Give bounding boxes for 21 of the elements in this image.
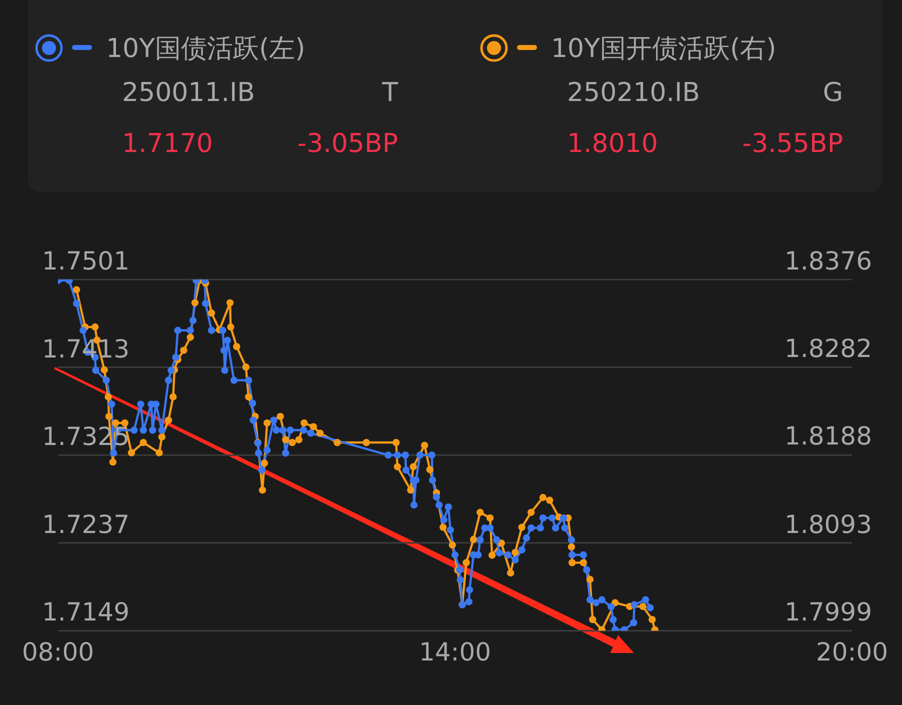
text: 250210.IB [567,78,700,110]
y-tick-label: 1.7237 [42,510,130,539]
legend-label: 10Y国开债活跃(右) [551,32,776,66]
y2-tick-label: 1.8188 [784,422,872,451]
x-tick-label: 14:00 [418,638,492,667]
text: G [822,78,843,110]
text: T [382,78,398,110]
legend-label: 10Y国债活跃(左) [106,32,306,66]
text: 250011.IB [122,78,256,110]
y2-tick-label: 1.7999 [784,598,872,627]
y-tick-label: 1.7501 [42,246,130,276]
x-tick-label: 08:00 [22,638,94,667]
y2-tick-label: 1.8282 [784,334,872,364]
text: -3.05BP [297,129,398,159]
y2-tick-label: 1.8093 [784,510,872,540]
x-tick-label: 20:00 [816,638,888,667]
text: 1.8010 [567,129,658,159]
text: -3.55BP [742,129,843,159]
y2-tick-label: 1.8376 [784,246,872,276]
y-tick-label: 1.7149 [42,598,130,627]
text: 1.7170 [122,129,213,159]
